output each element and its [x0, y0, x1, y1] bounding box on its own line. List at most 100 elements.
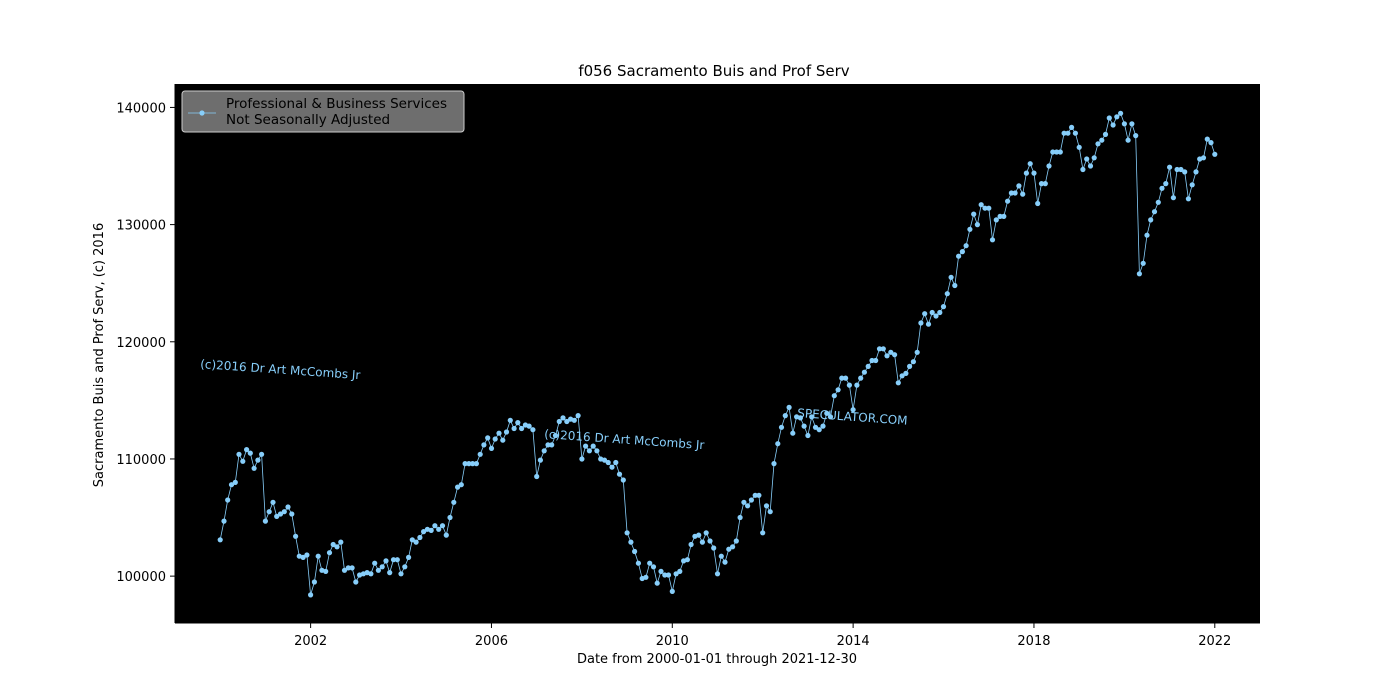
data-point	[1182, 169, 1188, 175]
data-point	[850, 407, 856, 413]
data-point	[1114, 114, 1120, 120]
data-point	[270, 499, 276, 505]
data-point	[650, 564, 657, 570]
data-point	[880, 346, 886, 352]
data-point	[839, 375, 845, 381]
data-point	[937, 309, 943, 316]
data-point	[684, 557, 691, 563]
data-point	[236, 451, 242, 457]
data-point	[971, 211, 977, 217]
data-point	[372, 560, 378, 566]
data-point	[274, 513, 280, 520]
data-point	[1189, 182, 1195, 188]
data-point	[1020, 191, 1026, 197]
data-point	[858, 375, 864, 381]
data-point	[455, 484, 461, 490]
data-point	[1193, 169, 1199, 175]
data-point	[571, 417, 577, 423]
data-point	[466, 461, 472, 467]
data-point	[353, 579, 359, 585]
data-point	[1208, 140, 1214, 146]
data-point	[876, 346, 883, 352]
data-point	[545, 442, 551, 448]
data-point	[387, 570, 393, 576]
data-point	[560, 415, 566, 421]
data-point	[1151, 209, 1158, 215]
data-point	[861, 369, 868, 375]
data-point	[315, 553, 321, 559]
data-point	[1008, 190, 1015, 196]
data-point	[496, 430, 502, 436]
y-tick-label: 100000	[116, 570, 166, 585]
data-point	[507, 417, 513, 423]
legend-entry-2: Not Seasonally Adjusted	[226, 112, 390, 128]
y-axis: 100000 110000 120000 130000 140000	[116, 84, 176, 623]
data-point	[338, 539, 344, 545]
data-point	[763, 503, 770, 509]
data-point	[752, 492, 758, 498]
data-point	[428, 527, 434, 534]
data-point	[345, 565, 351, 571]
data-point	[820, 423, 826, 429]
data-point	[413, 539, 419, 545]
data-point	[1121, 121, 1127, 127]
data-point	[982, 205, 988, 211]
data-point	[688, 541, 694, 548]
data-point	[421, 529, 427, 535]
data-point	[1133, 133, 1139, 139]
data-point	[854, 382, 860, 388]
data-point	[390, 557, 397, 563]
data-point	[989, 237, 996, 243]
data-point	[594, 448, 600, 454]
data-point	[1027, 161, 1033, 167]
legend-entry-1: Professional & Business Services	[226, 96, 447, 112]
data-point	[873, 357, 879, 364]
data-point	[620, 477, 626, 483]
data-point	[801, 423, 807, 429]
data-point	[477, 451, 483, 457]
data-point	[462, 461, 468, 467]
data-point	[281, 509, 287, 515]
data-point	[1140, 260, 1146, 266]
data-point	[552, 432, 559, 439]
data-point	[511, 425, 517, 432]
data-point	[530, 427, 536, 433]
x-tick-label: 2022	[1198, 634, 1231, 649]
data-point	[933, 313, 939, 319]
data-point	[488, 445, 495, 451]
data-point	[922, 311, 928, 317]
data-point	[809, 414, 815, 420]
data-point	[914, 349, 920, 355]
data-point	[940, 304, 947, 310]
x-axis-label: Date from 2000-01-01 through 2021-12-30	[577, 652, 857, 667]
x-tick-label: 2002	[294, 634, 327, 649]
x-tick-label: 2010	[656, 634, 689, 649]
x-tick-label: 2018	[1017, 634, 1050, 649]
data-point	[944, 291, 950, 297]
data-point	[519, 425, 525, 432]
data-point	[703, 530, 709, 536]
data-point	[978, 202, 984, 208]
data-point	[662, 572, 668, 578]
data-point	[300, 554, 306, 561]
data-point	[1035, 200, 1041, 207]
data-point	[737, 514, 743, 521]
data-point	[956, 253, 962, 259]
data-point	[718, 553, 724, 559]
data-point	[1148, 217, 1154, 223]
data-point	[760, 530, 766, 536]
data-point	[228, 482, 235, 488]
data-point	[1163, 181, 1169, 187]
data-point	[771, 461, 777, 467]
data-point	[1144, 232, 1150, 238]
data-point	[470, 461, 476, 467]
data-point	[967, 226, 973, 232]
data-point	[534, 473, 540, 480]
data-point	[240, 458, 246, 464]
data-point	[707, 538, 713, 544]
data-point	[609, 464, 615, 470]
data-point	[899, 373, 905, 379]
data-point	[790, 430, 796, 436]
data-point	[865, 363, 871, 369]
plot-area	[175, 84, 1260, 623]
